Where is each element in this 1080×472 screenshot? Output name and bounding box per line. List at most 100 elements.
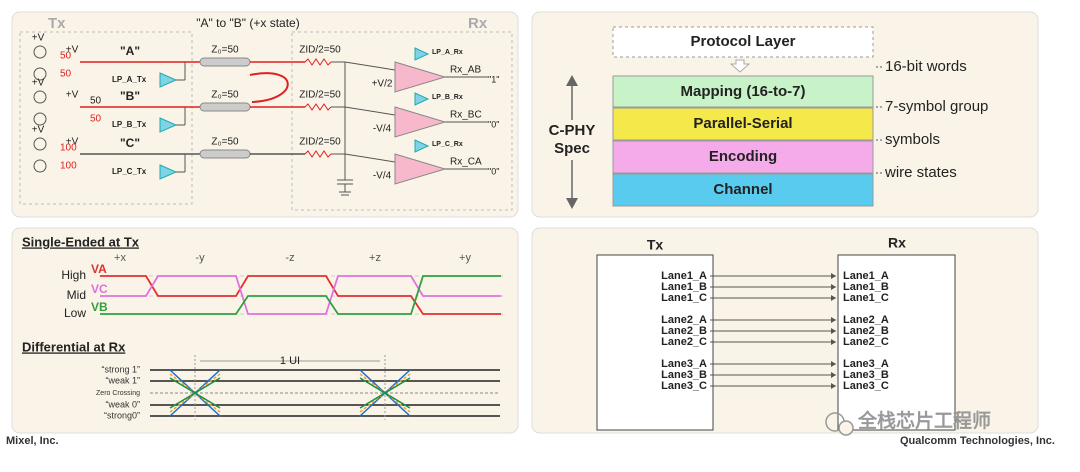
line bbox=[344, 106, 396, 116]
state: -y bbox=[195, 252, 205, 264]
comparator bbox=[394, 106, 447, 138]
supply: +V bbox=[66, 90, 79, 101]
lane: Lane2_C bbox=[843, 336, 889, 348]
lp-rx: LP_B_Rx bbox=[432, 94, 463, 101]
coax bbox=[199, 149, 251, 159]
channel: Z₀=50 bbox=[211, 137, 239, 148]
buffer bbox=[159, 72, 178, 88]
transistor bbox=[33, 137, 47, 151]
layer-box bbox=[612, 140, 874, 174]
arrowhead bbox=[831, 273, 836, 279]
line bbox=[344, 153, 396, 163]
credit: Qualcomm Technologies, Inc. bbox=[900, 435, 1055, 447]
tx-title: Tx bbox=[48, 15, 66, 32]
state: -z bbox=[285, 252, 294, 264]
lane: Lane3_B bbox=[661, 369, 707, 381]
lane: Lane2_A bbox=[661, 314, 707, 326]
state: +x bbox=[114, 252, 126, 264]
resistor bbox=[304, 58, 332, 66]
coax bbox=[199, 57, 251, 67]
resistor bbox=[304, 103, 332, 111]
supply: +V bbox=[32, 125, 45, 136]
output: "1" bbox=[488, 74, 499, 84]
panel bbox=[11, 11, 519, 218]
coax bbox=[199, 102, 251, 112]
wire-label: "B" bbox=[120, 89, 140, 103]
note: 16-bit words bbox=[885, 58, 967, 75]
lp-buffer bbox=[414, 139, 430, 153]
panel bbox=[11, 227, 519, 434]
arrow bbox=[729, 59, 751, 73]
threshold: -V/4 bbox=[373, 124, 392, 135]
transistor bbox=[33, 45, 47, 59]
eye-level: “strong0” bbox=[104, 410, 140, 420]
transistor bbox=[33, 90, 47, 104]
wire-label: "A" bbox=[120, 44, 140, 58]
signal-label: VC bbox=[91, 282, 108, 296]
rx-title: Rx bbox=[468, 15, 488, 32]
level: Mid bbox=[67, 288, 86, 302]
layer: Encoding bbox=[709, 148, 777, 165]
resistor bbox=[304, 150, 332, 158]
layer-box bbox=[612, 75, 874, 108]
termination: ZID/2=50 bbox=[299, 45, 341, 56]
section-title: Single-Ended at Tx bbox=[22, 234, 140, 249]
credit: Mixel, Inc. bbox=[6, 435, 59, 447]
lanes-rx: Rx bbox=[888, 235, 906, 251]
ui-label: 1 UI bbox=[280, 355, 300, 367]
section-title: Differential at Rx bbox=[22, 339, 126, 354]
arrowhead bbox=[831, 284, 836, 290]
resistor: 100 bbox=[60, 161, 77, 172]
cap bbox=[337, 179, 353, 196]
channel: Z₀=50 bbox=[211, 45, 239, 56]
lp-tx: LP_B_Tx bbox=[112, 120, 147, 129]
resistor: 50 bbox=[60, 51, 72, 62]
lane: Lane3_B bbox=[843, 369, 889, 381]
lane: Lane2_C bbox=[661, 336, 707, 348]
layer-box bbox=[612, 173, 874, 207]
layer: Mapping (16-to-7) bbox=[681, 83, 806, 100]
receiver: Rx_CA bbox=[450, 157, 482, 168]
supply: +V bbox=[66, 45, 79, 56]
lane: Lane1_A bbox=[661, 270, 707, 282]
lane: Lane3_C bbox=[661, 380, 707, 392]
layer: Parallel-Serial bbox=[693, 115, 792, 132]
watermark: 全栈芯片工程师 bbox=[857, 409, 991, 432]
lane: Lane3_A bbox=[843, 358, 889, 370]
current-arrow bbox=[249, 72, 289, 103]
lane: Lane2_B bbox=[843, 325, 889, 337]
signal-label: VA bbox=[91, 262, 107, 276]
supply: +V bbox=[66, 137, 79, 148]
waveform bbox=[100, 275, 501, 315]
arrowhead bbox=[831, 339, 836, 345]
termination: ZID/2=50 bbox=[299, 137, 341, 148]
note: wire states bbox=[884, 164, 957, 181]
threshold: -V/4 bbox=[373, 171, 392, 182]
resistor: 50 bbox=[60, 69, 72, 80]
lane: Lane1_B bbox=[843, 281, 889, 293]
output: "0" bbox=[488, 119, 499, 129]
eye-level: “weak 1” bbox=[105, 375, 140, 385]
lane: Lane2_A bbox=[843, 314, 889, 326]
lane: Lane3_C bbox=[843, 380, 889, 392]
lp-buffer bbox=[414, 47, 430, 61]
eye-level: “strong 1” bbox=[101, 364, 140, 374]
rx-block bbox=[837, 254, 956, 431]
tx-block bbox=[596, 254, 714, 431]
lp-tx: LP_A_Tx bbox=[112, 75, 147, 84]
arrowhead bbox=[831, 328, 836, 334]
lane: Lane1_C bbox=[661, 292, 707, 304]
state: +y bbox=[459, 252, 471, 264]
supply: +V bbox=[32, 33, 45, 44]
lanes-tx: Tx bbox=[647, 237, 664, 253]
arrowhead bbox=[831, 383, 836, 389]
buffer bbox=[159, 164, 178, 180]
eye-trace bbox=[359, 377, 411, 409]
line bbox=[344, 61, 396, 71]
layer: Protocol Layer bbox=[690, 33, 795, 50]
lp-buffer bbox=[414, 92, 430, 106]
arrowhead bbox=[831, 361, 836, 367]
eye-trace bbox=[169, 377, 221, 409]
